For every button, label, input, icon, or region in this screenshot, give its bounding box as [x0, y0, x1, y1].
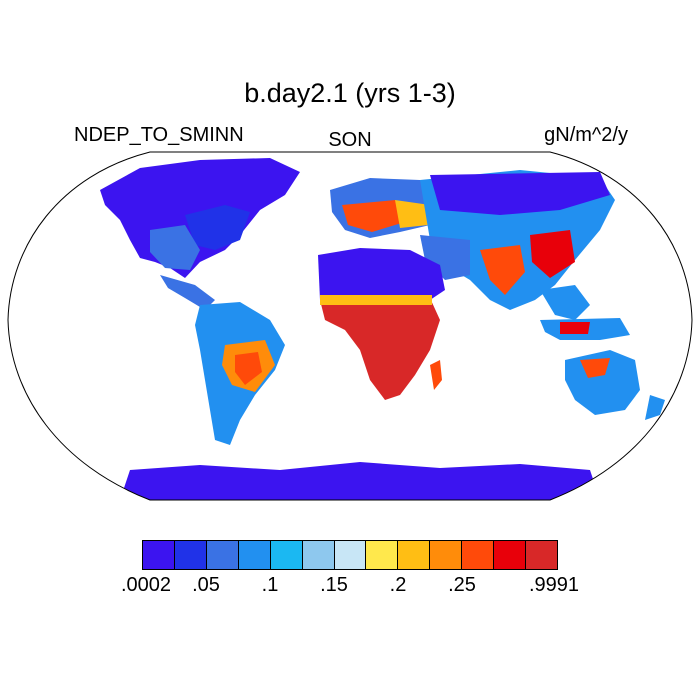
colorbar-tick-label: .2 — [389, 574, 407, 596]
africa-north — [318, 248, 445, 300]
colorbar-swatch — [494, 541, 527, 569]
colorbar-swatch — [462, 541, 495, 569]
south-america-core — [235, 352, 262, 385]
colorbar-tick-label: .15 — [320, 574, 348, 596]
colorbar — [142, 540, 558, 570]
colorbar-swatch — [398, 541, 431, 569]
north-america-east — [185, 205, 250, 250]
antarctica — [120, 462, 600, 500]
india-hotspot — [480, 245, 525, 295]
europe-hotspot — [342, 200, 405, 232]
north-america-south — [150, 225, 200, 270]
colorbar-swatch — [238, 541, 271, 569]
season-label: SON — [328, 129, 372, 151]
asia-north — [430, 172, 610, 215]
colorbar-swatch — [526, 541, 557, 569]
colorbar-swatch — [302, 541, 335, 569]
colorbar-tick-label: .9991 — [528, 574, 580, 596]
colorbar-swatch — [430, 541, 463, 569]
colorbar-swatch — [366, 541, 399, 569]
central-america — [160, 275, 215, 310]
colorbar-swatch — [143, 541, 175, 569]
map-title: b.day2.1 (yrs 1-3) — [244, 78, 456, 108]
europe-east — [395, 200, 430, 228]
colorbar-swatch — [270, 541, 303, 569]
africa-band — [320, 295, 432, 305]
colorbar-swatch — [206, 541, 239, 569]
australia-hotspot — [580, 358, 610, 378]
colorbar-tick-label: .1 — [261, 574, 279, 596]
colorbar-swatch — [334, 541, 367, 569]
globe-outline — [7, 151, 693, 501]
colorbar-tick-label: .05 — [192, 574, 220, 596]
colorbar-tick-label: .25 — [448, 574, 476, 596]
indonesia-hotspot — [560, 322, 590, 334]
variable-label: NDEP_TO_SMINN — [74, 124, 244, 146]
colorbar-swatch — [174, 541, 207, 569]
middle-east — [420, 235, 470, 280]
southeast-asia — [540, 285, 590, 320]
colorbar-tick-label: .0002 — [120, 574, 172, 596]
new-zealand — [645, 395, 665, 420]
units-label: gN/m^2/y — [544, 124, 628, 146]
china-hotspot — [530, 230, 575, 278]
africa-south — [320, 298, 440, 400]
madagascar — [430, 360, 442, 390]
